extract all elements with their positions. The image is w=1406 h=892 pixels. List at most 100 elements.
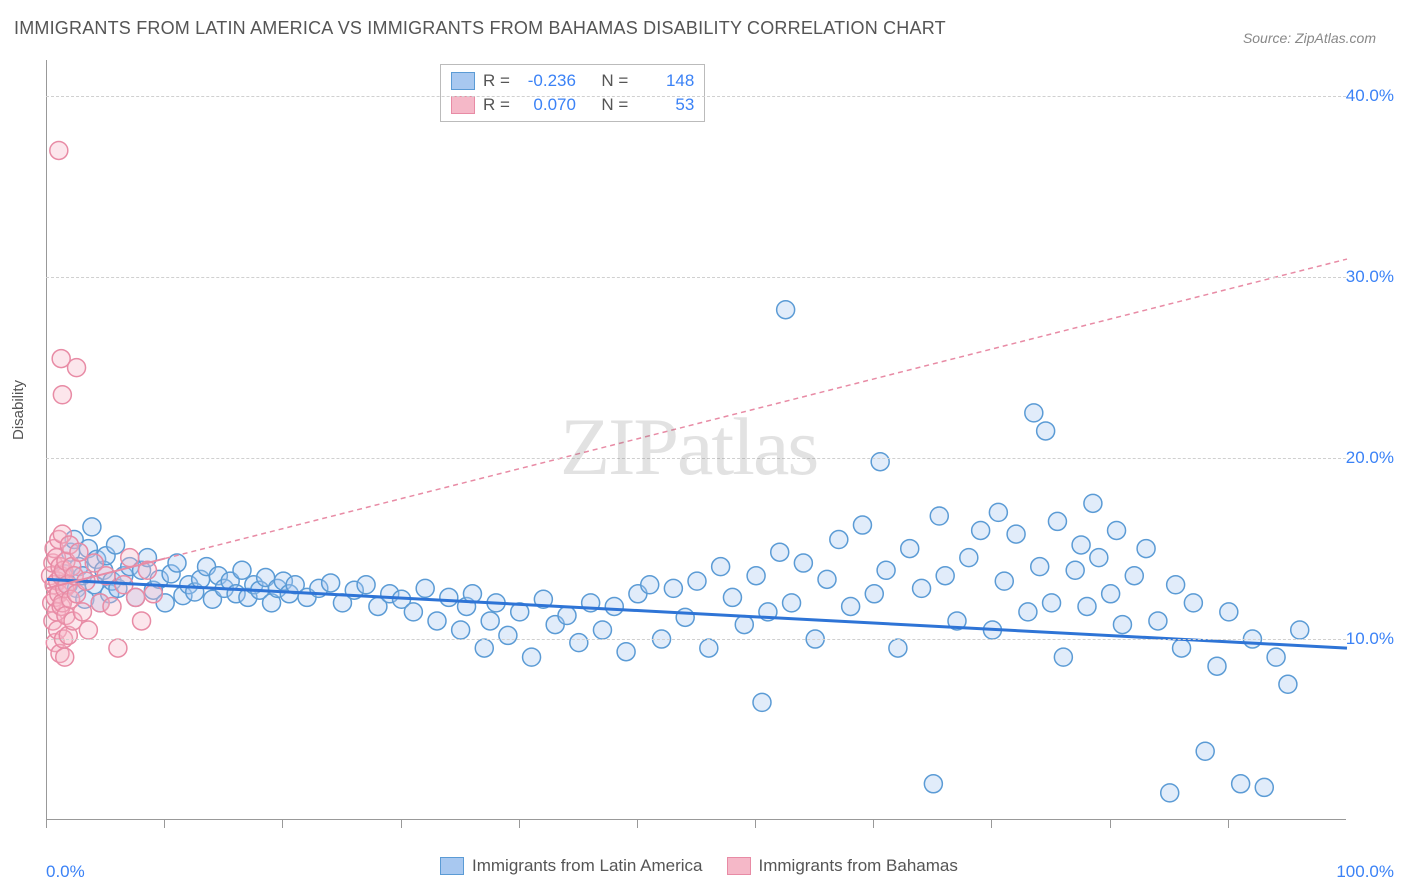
chart-title: IMMIGRANTS FROM LATIN AMERICA VS IMMIGRA… xyxy=(14,18,946,39)
data-point xyxy=(1267,648,1285,666)
data-point xyxy=(168,554,186,572)
data-point xyxy=(1196,742,1214,760)
data-point xyxy=(1173,639,1191,657)
data-point xyxy=(1161,784,1179,802)
y-tick-label: 40.0% xyxy=(1346,86,1394,106)
data-point xyxy=(936,567,954,585)
data-point xyxy=(1078,597,1096,615)
data-point xyxy=(842,597,860,615)
data-point xyxy=(901,540,919,558)
data-point xyxy=(103,597,121,615)
data-point xyxy=(777,301,795,319)
data-point xyxy=(1149,612,1167,630)
stats-legend: R =-0.236 N =148R = 0.070 N = 53 xyxy=(440,64,705,122)
x-tick xyxy=(991,820,992,828)
data-point xyxy=(794,554,812,572)
data-point xyxy=(452,621,470,639)
data-point xyxy=(416,579,434,597)
y-tick-label: 10.0% xyxy=(1346,629,1394,649)
data-point xyxy=(995,572,1013,590)
data-point xyxy=(593,621,611,639)
data-point xyxy=(1019,603,1037,621)
scatter-svg xyxy=(47,60,1347,820)
data-point xyxy=(735,616,753,634)
data-point xyxy=(1184,594,1202,612)
plot-area xyxy=(46,60,1346,820)
data-point xyxy=(877,561,895,579)
data-point xyxy=(1048,512,1066,530)
data-point xyxy=(322,574,340,592)
x-tick-label: 0.0% xyxy=(46,862,85,882)
data-point xyxy=(664,579,682,597)
legend-swatch xyxy=(451,72,475,90)
data-point xyxy=(109,639,127,657)
data-point xyxy=(960,549,978,567)
data-point xyxy=(1072,536,1090,554)
stats-legend-row: R =-0.236 N =148 xyxy=(451,69,694,93)
x-tick xyxy=(637,820,638,828)
data-point xyxy=(1291,621,1309,639)
data-point xyxy=(50,141,68,159)
data-point xyxy=(121,549,139,567)
data-point xyxy=(1137,540,1155,558)
data-point xyxy=(56,648,74,666)
data-point xyxy=(404,603,422,621)
data-point xyxy=(79,621,97,639)
data-point xyxy=(1167,576,1185,594)
data-point xyxy=(440,588,458,606)
data-point xyxy=(871,453,889,471)
data-point xyxy=(818,570,836,588)
trendline-dash xyxy=(165,259,1347,558)
data-point xyxy=(930,507,948,525)
data-point xyxy=(972,521,990,539)
x-tick xyxy=(401,820,402,828)
n-label: N = xyxy=(601,71,628,91)
data-point xyxy=(1208,657,1226,675)
series-legend-item: Immigrants from Bahamas xyxy=(727,856,958,876)
data-point xyxy=(1031,558,1049,576)
y-axis-label: Disability xyxy=(10,380,27,440)
data-point xyxy=(1113,616,1131,634)
data-point xyxy=(83,518,101,536)
data-point xyxy=(1232,775,1250,793)
data-point xyxy=(865,585,883,603)
data-point xyxy=(830,531,848,549)
data-point xyxy=(144,585,162,603)
x-tick xyxy=(519,820,520,828)
data-point xyxy=(357,576,375,594)
x-tick xyxy=(1228,820,1229,828)
gridline xyxy=(46,458,1346,459)
gridline xyxy=(46,277,1346,278)
data-point xyxy=(558,607,576,625)
x-tick xyxy=(1110,820,1111,828)
data-point xyxy=(570,634,588,652)
data-point xyxy=(712,558,730,576)
data-point xyxy=(747,567,765,585)
data-point xyxy=(1255,778,1273,796)
data-point xyxy=(481,612,499,630)
data-point xyxy=(68,359,86,377)
n-label: N = xyxy=(601,95,628,115)
data-point xyxy=(233,561,251,579)
data-point xyxy=(70,543,88,561)
x-tick xyxy=(282,820,283,828)
data-point xyxy=(913,579,931,597)
data-point xyxy=(723,588,741,606)
data-point xyxy=(523,648,541,666)
r-label: R = xyxy=(483,71,510,91)
data-point xyxy=(753,693,771,711)
data-point xyxy=(676,608,694,626)
data-point xyxy=(1037,422,1055,440)
data-point xyxy=(889,639,907,657)
data-point xyxy=(1066,561,1084,579)
data-point xyxy=(499,626,517,644)
n-value: 53 xyxy=(636,95,694,115)
r-value: 0.070 xyxy=(518,95,576,115)
series-legend-item: Immigrants from Latin America xyxy=(440,856,703,876)
data-point xyxy=(783,594,801,612)
data-point xyxy=(107,536,125,554)
data-point xyxy=(605,597,623,615)
data-point xyxy=(771,543,789,561)
gridline xyxy=(46,96,1346,97)
data-point xyxy=(133,612,151,630)
